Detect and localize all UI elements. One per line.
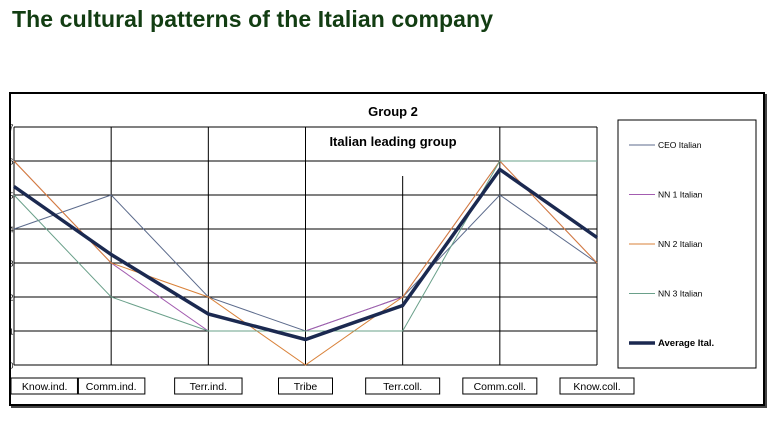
legend-item: NN 2 Italian — [629, 239, 703, 249]
category-label-box — [278, 377, 333, 395]
y-tick-label: 5 — [11, 192, 14, 201]
svg-text:Know.coll.: Know.coll. — [573, 381, 620, 393]
legend-label: NN 2 Italian — [658, 239, 703, 249]
category-label-box — [11, 377, 79, 395]
legend-label: Average Ital. — [658, 338, 714, 349]
category-label: Terr.coll. — [365, 377, 441, 395]
category-label: Terr.ind. — [174, 377, 243, 395]
legend-item: NN 1 Italian — [629, 190, 703, 200]
series-line-3 — [13, 160, 597, 332]
svg-text:Terr.coll.: Terr.coll. — [383, 381, 422, 393]
category-label: Comm.coll. — [462, 377, 538, 395]
svg-text:Know.ind.: Know.ind. — [22, 381, 68, 393]
y-tick-label: 6 — [11, 158, 14, 167]
legend-label: CEO Italian — [658, 140, 702, 150]
category-label-box — [76, 377, 146, 395]
series-line-4 — [12, 167, 599, 342]
category-label: Know.coll. — [559, 377, 635, 395]
subtitle-backdrop — [321, 129, 471, 155]
category-label: Know.ind. — [11, 377, 79, 395]
series-layer — [12, 160, 599, 366]
svg-text:Terr.ind.: Terr.ind. — [190, 381, 227, 393]
line-chart: 0 1 2 3 4 5 6 7 Know.ind. Comm.ind. Terr.ind. Trib… — [11, 104, 757, 395]
page-heading: The cultural patterns of the Italian com… — [12, 6, 494, 32]
y-tick-label: 1 — [11, 328, 14, 337]
category-label: Comm.ind. — [76, 377, 146, 395]
category-label-box — [174, 377, 243, 395]
axis-layer: 0 1 2 3 4 5 6 7 — [11, 124, 15, 371]
y-tick-label: 4 — [11, 226, 14, 235]
y-tick-label: 7 — [11, 124, 14, 133]
category-label: Tribe — [278, 377, 333, 395]
chart-frame: 0 1 2 3 4 5 6 7 Know.ind. Comm.ind. Terr.ind. Trib… — [9, 92, 765, 406]
category-label-box — [559, 377, 635, 395]
legend-item: NN 3 Italian — [629, 289, 703, 299]
category-label-box — [462, 377, 538, 395]
legend-label: NN 3 Italian — [658, 289, 703, 299]
y-tick-label: 0 — [11, 362, 14, 371]
svg-text:Comm.ind.: Comm.ind. — [86, 381, 137, 393]
chart-subtitle: Italian leading group — [329, 134, 456, 149]
legend: CEO Italian NN 1 Italian NN 2 Italian NN 3 … — [617, 119, 757, 369]
svg-text:Comm.coll.: Comm.coll. — [474, 381, 527, 393]
y-tick-label: 2 — [11, 294, 14, 303]
legend-item: Average Ital. — [629, 338, 714, 349]
legend-label: NN 1 Italian — [658, 190, 703, 200]
category-label-box — [365, 377, 441, 395]
y-tick-label: 3 — [11, 260, 14, 269]
svg-text:Tribe: Tribe — [294, 381, 318, 393]
legend-item: CEO Italian — [629, 140, 702, 150]
category-labels: Know.ind. Comm.ind. Terr.ind. Tribe Terr.col… — [11, 377, 635, 395]
chart-title: Group 2 — [368, 104, 418, 119]
